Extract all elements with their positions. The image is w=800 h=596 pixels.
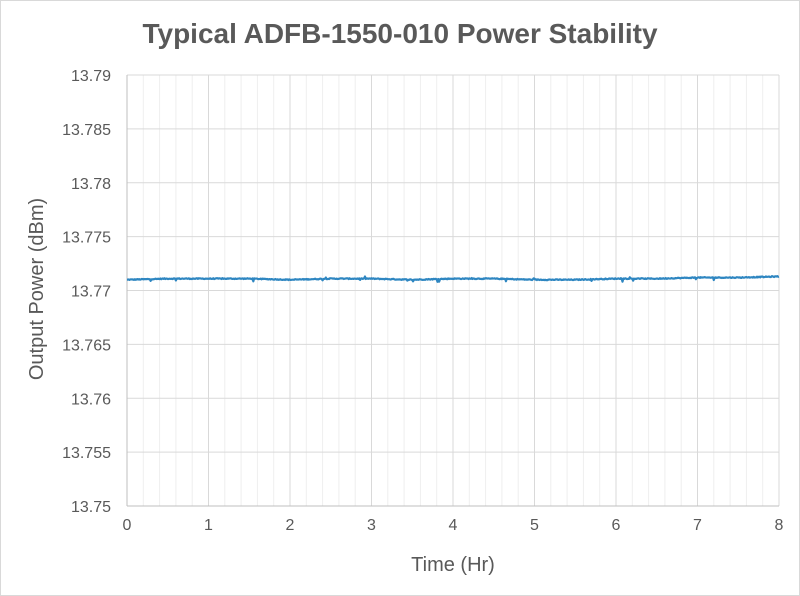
x-tick-label: 5 (530, 517, 539, 534)
x-tick-label: 3 (367, 517, 376, 534)
series-layer (126, 275, 780, 283)
y-tick-label: 13.75 (71, 499, 111, 516)
x-tick-label: 2 (286, 517, 295, 534)
y-tick-label: 13.76 (71, 391, 111, 408)
x-axis-title: Time (Hr) (411, 554, 495, 576)
x-tick-label: 6 (612, 517, 621, 534)
y-tick-label: 13.78 (71, 176, 111, 193)
x-tick-label: 0 (123, 517, 132, 534)
x-tick-label: 1 (204, 517, 213, 534)
x-tick-label: 4 (449, 517, 458, 534)
chart-title: Typical ADFB-1550-010 Power Stability (142, 18, 657, 49)
y-tick-label: 13.77 (71, 284, 111, 301)
plot-grid (126, 74, 780, 507)
plot-axes (126, 75, 779, 507)
y-tick-label: 13.765 (62, 337, 111, 354)
y-tick-label: 13.79 (71, 68, 111, 85)
x-tick-label: 8 (775, 517, 784, 534)
x-tick-label: 7 (693, 517, 702, 534)
y-tick-label: 13.775 (62, 230, 111, 247)
y-tick-label: 13.785 (62, 122, 111, 139)
x-axis-ticks: 0 1 2 3 4 5 6 7 8 (123, 517, 784, 534)
y-axis-title: Output Power (dBm) (26, 198, 48, 380)
y-axis-ticks: 13.75 13.755 13.76 13.765 13.77 13.775 13.78 13… (62, 68, 111, 516)
y-tick-label: 13.755 (62, 445, 111, 462)
output-power-series-line (126, 275, 780, 283)
